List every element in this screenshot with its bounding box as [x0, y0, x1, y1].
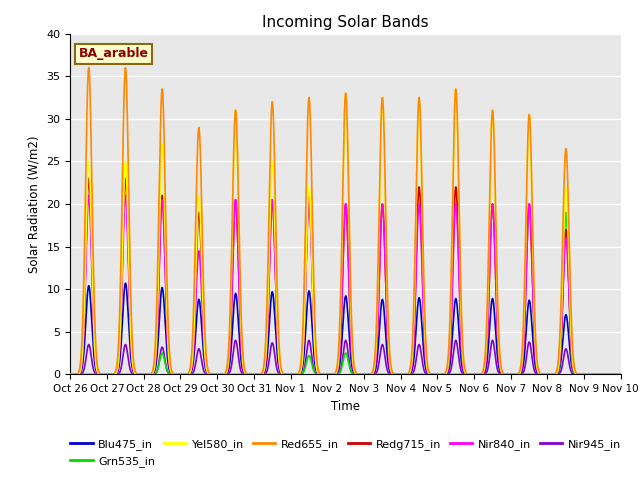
Y-axis label: Solar Radiation (W/m2): Solar Radiation (W/m2) [28, 135, 41, 273]
Title: Incoming Solar Bands: Incoming Solar Bands [262, 15, 429, 30]
X-axis label: Time: Time [331, 400, 360, 413]
Legend: Blu475_in, Grn535_in, Yel580_in, Red655_in, Redg715_in, Nir840_in, Nir945_in: Blu475_in, Grn535_in, Yel580_in, Red655_… [66, 435, 625, 471]
Text: BA_arable: BA_arable [79, 48, 148, 60]
